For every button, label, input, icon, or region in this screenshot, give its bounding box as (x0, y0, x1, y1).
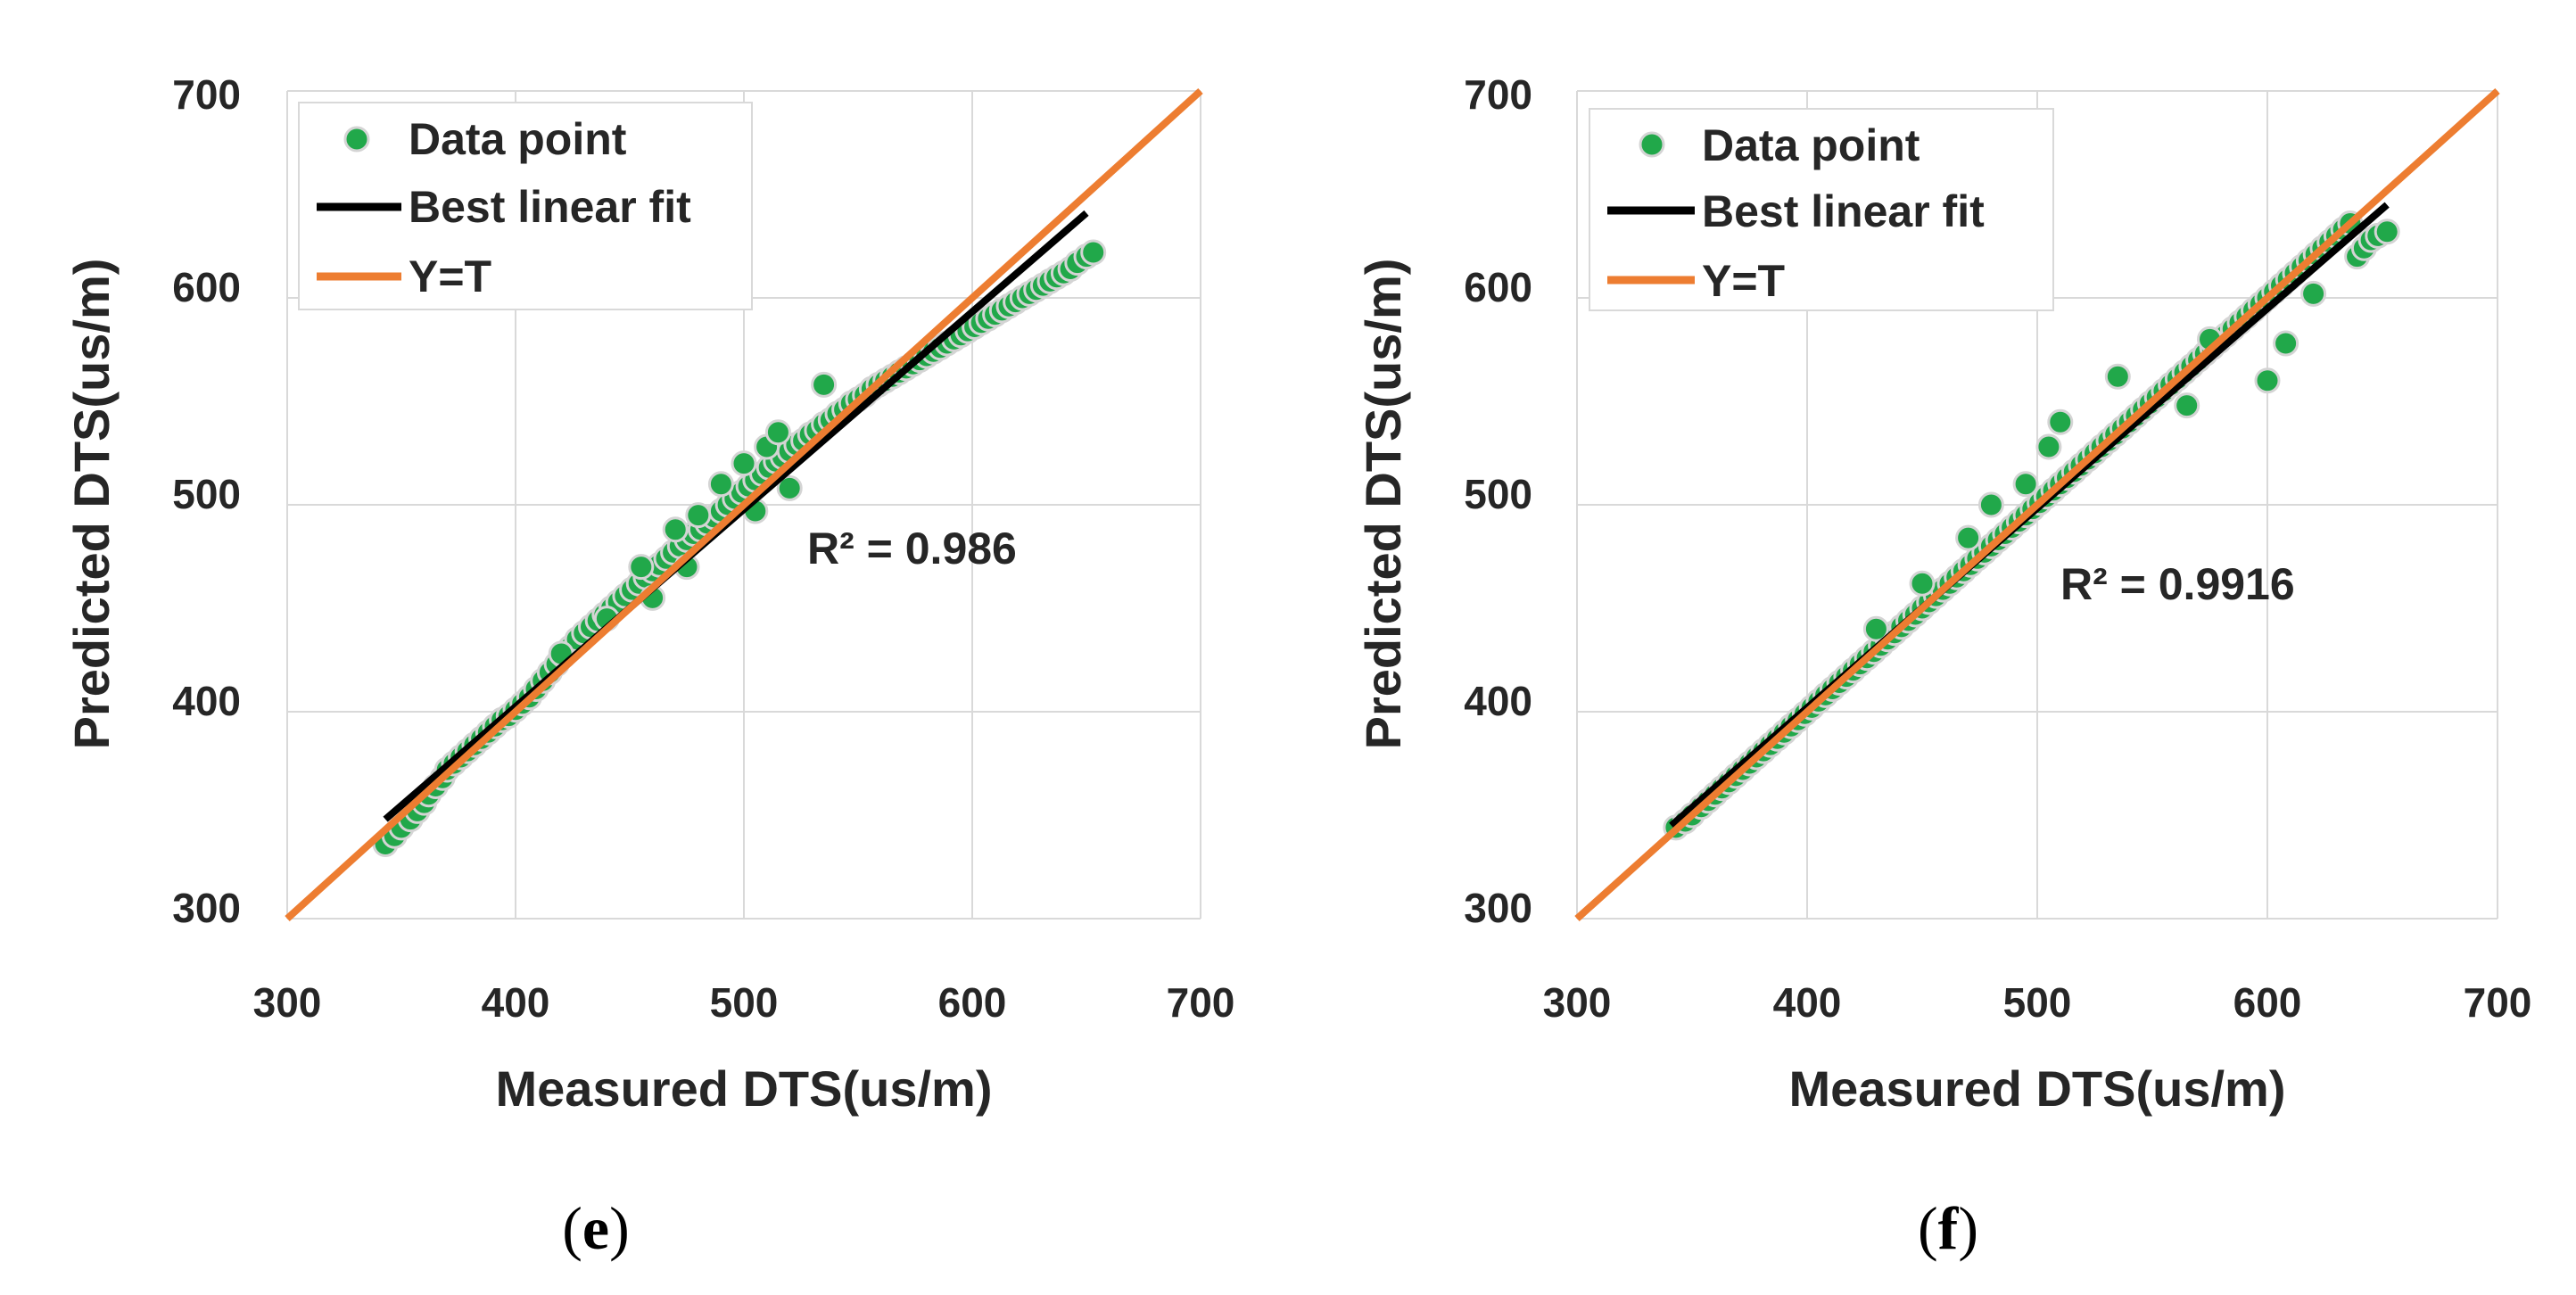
y-tick-label-e-1: 400 (172, 678, 241, 724)
data-point-e-113 (811, 371, 838, 398)
panel-label-e: e (582, 1194, 609, 1262)
panel-caption-e: (e) (562, 1194, 630, 1262)
data-point-f-111 (2012, 471, 2039, 498)
legend-marker-data-point-e (343, 126, 370, 153)
x-tick-label-f-3: 600 (2233, 979, 2302, 1026)
y-tick-label-f-4: 700 (1464, 71, 1532, 118)
data-point-f-103 (2104, 363, 2131, 390)
chart-panel-e: 300 400 500 600 700 300 400 500 600 700 … (63, 71, 1234, 1262)
legend-label-data-point-f: Data point (1702, 120, 1920, 170)
y-tick-label-f-1: 400 (1464, 678, 1532, 724)
y-tick-label-f-0: 300 (1464, 885, 1532, 931)
plot-area-f (1574, 88, 2500, 921)
x-tick-label-f-0: 300 (1543, 979, 1612, 1026)
plot-area-e (285, 88, 1203, 921)
y-tick-label-e-4: 700 (172, 71, 241, 118)
y-tick-label-e-3: 600 (172, 264, 241, 310)
x-tick-label-e-4: 700 (1167, 979, 1235, 1026)
legend-label-best-fit-f: Best linear fit (1702, 186, 1985, 236)
x-axis-title-f: Measured DTS(us/m) (1789, 1060, 2286, 1117)
data-point-f-107 (2300, 280, 2327, 307)
y-tick-label-e-2: 500 (172, 471, 241, 517)
x-tick-label-f-1: 400 (1773, 979, 1842, 1026)
x-tick-label-e-1: 400 (482, 979, 550, 1026)
identity-line-e (285, 88, 1203, 921)
r-squared-annotation-e: R² = 0.986 (807, 524, 1017, 573)
x-tick-label-f-2: 500 (2003, 979, 2072, 1026)
x-tick-label-e-3: 600 (938, 979, 1007, 1026)
data-point-f-115 (1909, 570, 1936, 597)
legend-marker-data-point-f (1639, 131, 1665, 158)
panel-label-f: f (1938, 1194, 1960, 1262)
x-tick-label-e-2: 500 (710, 979, 779, 1026)
data-point-e-108 (685, 502, 712, 529)
data-point-e-117 (776, 474, 803, 501)
legend-label-identity-f: Y=T (1702, 256, 1785, 306)
data-point-f-114 (1862, 615, 1889, 642)
x-tick-label-e-0: 300 (253, 979, 322, 1026)
chart-panel-f: 300 400 500 600 700 300 400 500 600 700 … (1355, 71, 2531, 1262)
y-axis-title-f: Predicted DTS(us/m) (1355, 259, 1411, 750)
data-point-f-106 (2273, 330, 2299, 357)
data-point-f-105 (2254, 367, 2281, 394)
data-point-e-109 (707, 471, 734, 498)
identity-line-f (1574, 88, 2500, 921)
y-tick-label-e-0: 300 (172, 885, 241, 931)
y-axis-title-e: Predicted DTS(us/m) (63, 259, 120, 750)
data-point-f-102 (2374, 219, 2400, 245)
data-point-f-110 (1977, 491, 2004, 518)
data-point-e-112 (764, 419, 791, 446)
data-point-e-110 (731, 450, 757, 477)
data-point-e-107 (662, 516, 689, 543)
data-point-e-103 (1080, 239, 1107, 266)
data-point-f-112 (2035, 433, 2062, 460)
y-tick-label-f-3: 600 (1464, 264, 1532, 310)
data-point-f-104 (2047, 408, 2074, 435)
x-tick-label-f-4: 700 (2464, 979, 2532, 1026)
legend-label-identity-e: Y=T (409, 252, 491, 301)
legend-label-data-point-e: Data point (409, 114, 627, 164)
data-point-f-113 (1955, 524, 1982, 551)
r-squared-annotation-f: R² = 0.9916 (2060, 559, 2295, 609)
data-point-e-106 (628, 554, 655, 581)
data-point-f-109 (2174, 392, 2200, 419)
y-tick-label-f-2: 500 (1464, 471, 1532, 517)
panel-caption-f: (f) (1918, 1194, 1978, 1262)
legend-label-best-fit-e: Best linear fit (409, 182, 691, 232)
legend-e: Data point Best linear fit Y=T (298, 102, 753, 310)
x-axis-title-e: Measured DTS(us/m) (496, 1060, 993, 1117)
legend-f: Data point Best linear fit Y=T (1589, 108, 2054, 311)
